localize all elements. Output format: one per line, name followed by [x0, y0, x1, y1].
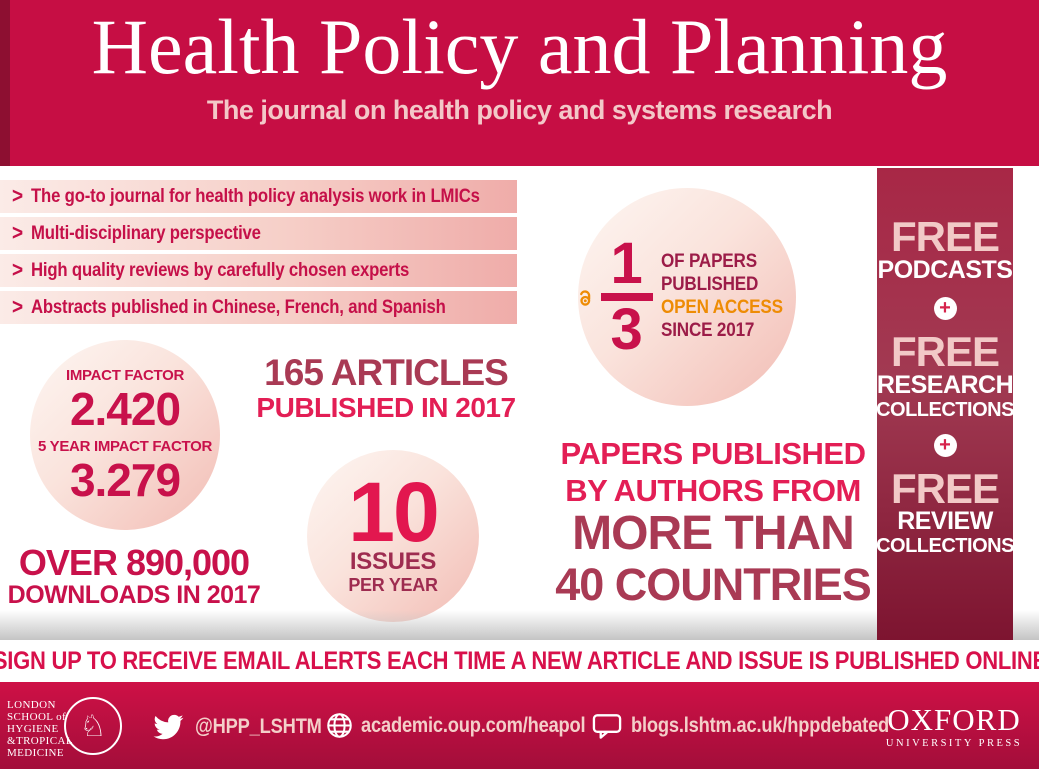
issues-circle: 10 ISSUES PER YEAR [307, 450, 479, 622]
twitter-icon [153, 714, 184, 740]
review-label: REVIEW [897, 507, 993, 536]
feature-label: The go-to journal for health policy anal… [31, 185, 480, 207]
plus-icon: + [933, 296, 957, 320]
website-link[interactable]: academic.oup.com/heapol [326, 712, 619, 739]
fraction-bar [600, 293, 653, 301]
chevron-right-icon: > [12, 220, 24, 245]
open-access-circle: 1 3 OF PAPERS PUBLISHED OPEN ACCESS SINC… [578, 188, 796, 406]
issues-sublabel: PER YEAR [348, 574, 438, 595]
feature-label: High quality reviews by carefully chosen… [31, 259, 410, 281]
authors-line-large: 40 COUNTRIES [555, 558, 872, 610]
downloads-caption: DOWNLOADS IN 2017 [7, 580, 261, 609]
blog-url: blogs.lshtm.ac.uk/hppdebated [631, 714, 890, 737]
open-access-lock-icon [580, 290, 591, 306]
articles-stat: 165 ARTICLES PUBLISHED IN 2017 [250, 352, 522, 423]
globe-icon [327, 713, 352, 738]
lshtm-logo-line: LONDON [7, 699, 56, 711]
five-year-impact-value: 3.279 [69, 453, 181, 506]
downloads-number: OVER 890,000 [18, 542, 250, 583]
oxford-logo-subtext: UNIVERSITY PRESS [885, 738, 1023, 749]
research-label: RESEARCH [876, 370, 1014, 399]
impact-factor-label: IMPACT FACTOR [65, 367, 185, 385]
lshtm-logo-line: HYGIENE [7, 723, 59, 736]
signup-banner[interactable]: SIGN UP TO RECEIVE EMAIL ALERTS EACH TIM… [0, 640, 1039, 682]
header-left-stripe [0, 0, 10, 166]
authors-line-large: MORE THAN [572, 507, 855, 561]
feature-bar: > High quality reviews by carefully chos… [0, 254, 517, 287]
issues-label: ISSUES [349, 548, 437, 575]
lshtm-logo-line: SCHOOL of [7, 711, 67, 724]
oa-caption-line: PUBLISHED [660, 274, 758, 296]
feature-bar: > Multi-disciplinary perspective [0, 217, 517, 250]
authors-line: PAPERS PUBLISHED [560, 436, 866, 471]
website-url: academic.oup.com/heapol [361, 713, 586, 737]
podcasts-label: PODCASTS [877, 255, 1013, 284]
footer: LONDON SCHOOL of HYGIENE &TROPICAL MEDIC… [0, 682, 1039, 769]
free-label: FREE [890, 327, 1000, 375]
free-label: FREE [890, 464, 1000, 512]
fraction-numerator: 1 [610, 231, 643, 297]
feature-label: Multi-disciplinary perspective [31, 222, 261, 244]
speech-bubble-icon [592, 714, 622, 739]
free-label: FREE [890, 213, 1000, 260]
oa-caption-line: OF PAPERS [660, 251, 757, 273]
feature-label: Abstracts published in Chinese, French, … [31, 296, 446, 318]
five-year-impact-label: 5 YEAR IMPACT FACTOR [37, 438, 213, 455]
lshtm-logo-text: LONDON SCHOOL of HYGIENE &TROPICAL MEDIC… [7, 699, 73, 759]
feature-bar: > Abstracts published in Chinese, French… [0, 291, 517, 324]
chevron-right-icon: > [12, 257, 24, 282]
downloads-stat: OVER 890,000 DOWNLOADS IN 2017 [0, 544, 268, 608]
oxford-university-press-logo: OXFORD UNIVERSITY PRESS [879, 704, 1029, 749]
fraction-denominator: 3 [610, 297, 643, 362]
authors-line: BY AUTHORS FROM [565, 472, 861, 508]
impact-factor-value: 2.420 [69, 383, 181, 435]
one-third-fraction: 1 3 [600, 231, 653, 362]
chevron-right-icon: > [12, 183, 24, 208]
authors-stat: PAPERS PUBLISHED BY AUTHORS FROM MORE TH… [543, 436, 883, 609]
lshtm-emblem-icon: ♘ [64, 697, 122, 755]
oa-caption-line-highlight: OPEN ACCESS [660, 297, 783, 318]
blog-link[interactable]: blogs.lshtm.ac.uk/hppdebated [592, 712, 928, 740]
issues-number: 10 [348, 464, 439, 559]
free-content-sidebar: FREE PODCASTS + FREE RESEARCH COLLECTION… [876, 168, 1014, 640]
open-access-caption: OF PAPERS PUBLISHED OPEN ACCESS SINCE 20… [661, 251, 796, 342]
signup-text: SIGN UP TO RECEIVE EMAIL ALERTS EACH TIM… [0, 646, 1039, 675]
content-bottom-shadow [0, 610, 1039, 640]
lshtm-logo-line: MEDICINE [7, 747, 64, 760]
lshtm-emblem-glyph: ♘ [79, 708, 107, 744]
journal-subtitle: The journal on health policy and systems… [206, 95, 833, 125]
articles-caption: PUBLISHED IN 2017 [256, 391, 516, 423]
feature-bar: > The go-to journal for health policy an… [0, 180, 517, 213]
chevron-right-icon: > [12, 294, 24, 319]
journal-title: Health Policy and Planning [91, 3, 948, 90]
lshtm-logo-line: &TROPICAL [7, 735, 73, 748]
articles-number: 165 ARTICLES [264, 352, 509, 393]
oa-caption-line: SINCE 2017 [660, 319, 754, 341]
collections-label: COLLECTIONS [876, 398, 1014, 421]
header-banner: Health Policy and Planning The journal o… [0, 0, 1039, 166]
twitter-link[interactable]: @HPP_LSHTM [150, 712, 341, 742]
twitter-handle: @HPP_LSHTM [195, 715, 322, 738]
plus-icon: + [933, 433, 957, 457]
impact-factor-circle: IMPACT FACTOR 2.420 5 YEAR IMPACT FACTOR… [30, 340, 220, 530]
collections-label: COLLECTIONS [876, 535, 1014, 558]
oxford-logo-text: OXFORD [887, 702, 1021, 737]
